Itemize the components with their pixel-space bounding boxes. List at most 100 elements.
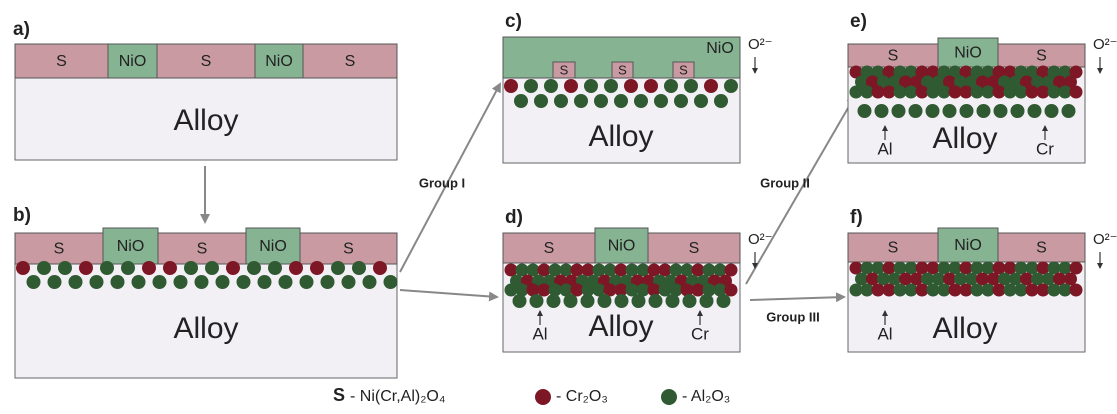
al2o3-particle	[604, 79, 618, 93]
cr2o3-particle	[79, 261, 93, 275]
al2o3-particle	[960, 104, 974, 118]
al2o3-particle	[574, 94, 588, 108]
cr2o3-particle	[142, 261, 156, 275]
cr2o3-particle	[373, 261, 387, 275]
cr2o3-particle	[504, 79, 518, 93]
layer-label: NiO	[954, 237, 982, 254]
al2o3-particle	[674, 94, 688, 108]
al2o3-particle	[584, 79, 598, 93]
al2o3-particle	[90, 275, 104, 289]
al2o3-particle	[544, 79, 558, 93]
al2o3-particle	[258, 275, 272, 289]
al2o3-particle	[926, 104, 940, 118]
al2o3-particle	[184, 261, 198, 275]
layer-label: S	[560, 62, 569, 77]
layer-label: S	[201, 53, 212, 70]
al2o3-particle	[27, 275, 41, 289]
layer-label: S	[56, 53, 67, 70]
layer-label: NiO	[954, 45, 982, 62]
al2o3-particle	[547, 294, 561, 308]
diagram: Group I Group II Group III S - Ni(Cr,Al)…	[0, 0, 1117, 414]
al2o3-particle	[581, 294, 595, 308]
al2o3-particle	[100, 261, 114, 275]
al2o3-particle	[268, 261, 282, 275]
al2o3-particle	[875, 104, 889, 118]
al2o3-particle	[195, 275, 209, 289]
al2o3-particle	[1011, 104, 1025, 118]
layer-label: S	[689, 240, 700, 257]
cr2o3-particle	[624, 79, 638, 93]
al2o3-particle	[892, 104, 906, 118]
oxygen-label: O²⁻	[1093, 36, 1117, 53]
substrate-label: Alloy	[932, 312, 997, 345]
element-label: Cr	[691, 324, 709, 343]
layer-label: NiO	[265, 53, 293, 70]
layer-label: S	[54, 241, 65, 258]
al2o3-particle	[694, 94, 708, 108]
al2o3-particle	[684, 79, 698, 93]
element-label: Al	[877, 324, 892, 343]
al2o3-particle	[615, 294, 629, 308]
layer-label: NiO	[119, 53, 147, 70]
cr2o3-particle	[1064, 273, 1077, 286]
al2o3-particle	[111, 275, 125, 289]
legend-swatch	[661, 389, 677, 405]
layer-label: S	[1036, 48, 1047, 65]
cr2o3-particle	[704, 79, 718, 93]
al2o3-particle	[1062, 104, 1076, 118]
substrate-label: Alloy	[588, 120, 653, 153]
cr2o3-particle	[644, 79, 658, 93]
cr2o3-particle	[1070, 86, 1083, 99]
layer-label: S	[345, 53, 356, 70]
al2o3-particle	[943, 104, 957, 118]
al2o3-particle	[513, 294, 527, 308]
cr2o3-particle	[310, 261, 324, 275]
al2o3-particle	[352, 261, 366, 275]
cr2o3-particle	[16, 261, 30, 275]
substrate-label: Alloy	[173, 312, 238, 345]
substrate-label: Alloy	[932, 122, 997, 155]
element-label: Al	[877, 139, 892, 158]
element-label: Al	[532, 324, 547, 343]
cr2o3-particle	[564, 79, 578, 93]
al2o3-particle	[632, 294, 646, 308]
al2o3-particle	[683, 294, 697, 308]
layer-label: S	[888, 48, 899, 65]
al2o3-particle	[205, 261, 219, 275]
al2o3-particle	[977, 104, 991, 118]
al2o3-particle	[153, 275, 167, 289]
layer-label: S	[679, 62, 688, 77]
al2o3-particle	[342, 275, 356, 289]
legend-text: - Al₂O₃	[682, 388, 730, 405]
cr2o3-particle	[289, 261, 303, 275]
oxygen-label: O²⁻	[748, 36, 773, 53]
layer-label: S	[343, 241, 354, 258]
cr2o3-particle	[725, 264, 738, 277]
legend-swatch	[535, 389, 551, 405]
cr2o3-particle	[163, 261, 177, 275]
arrow	[750, 297, 844, 300]
arrow-label: Group II	[760, 175, 810, 190]
layer-label: S	[888, 240, 899, 257]
al2o3-particle	[664, 79, 678, 93]
al2o3-particle	[321, 275, 335, 289]
al2o3-particle	[300, 275, 314, 289]
al2o3-particle	[654, 94, 668, 108]
al2o3-particle	[1028, 104, 1042, 118]
al2o3-particle	[121, 261, 135, 275]
layer-label: NiO	[117, 238, 145, 255]
al2o3-particle	[216, 275, 230, 289]
al2o3-particle	[594, 94, 608, 108]
al2o3-particle	[717, 294, 731, 308]
panel-label: f)	[850, 207, 863, 228]
panel-label: a)	[13, 19, 30, 40]
al2o3-particle	[1045, 104, 1059, 118]
layer-label: NiO	[259, 238, 287, 255]
al2o3-particle	[237, 275, 251, 289]
legend-text: - Cr₂O₃	[556, 388, 608, 405]
al2o3-particle	[564, 294, 578, 308]
arrow-label: Group I	[419, 175, 465, 190]
al2o3-particle	[700, 294, 714, 308]
al2o3-particle	[48, 275, 62, 289]
al2o3-particle	[247, 261, 261, 275]
